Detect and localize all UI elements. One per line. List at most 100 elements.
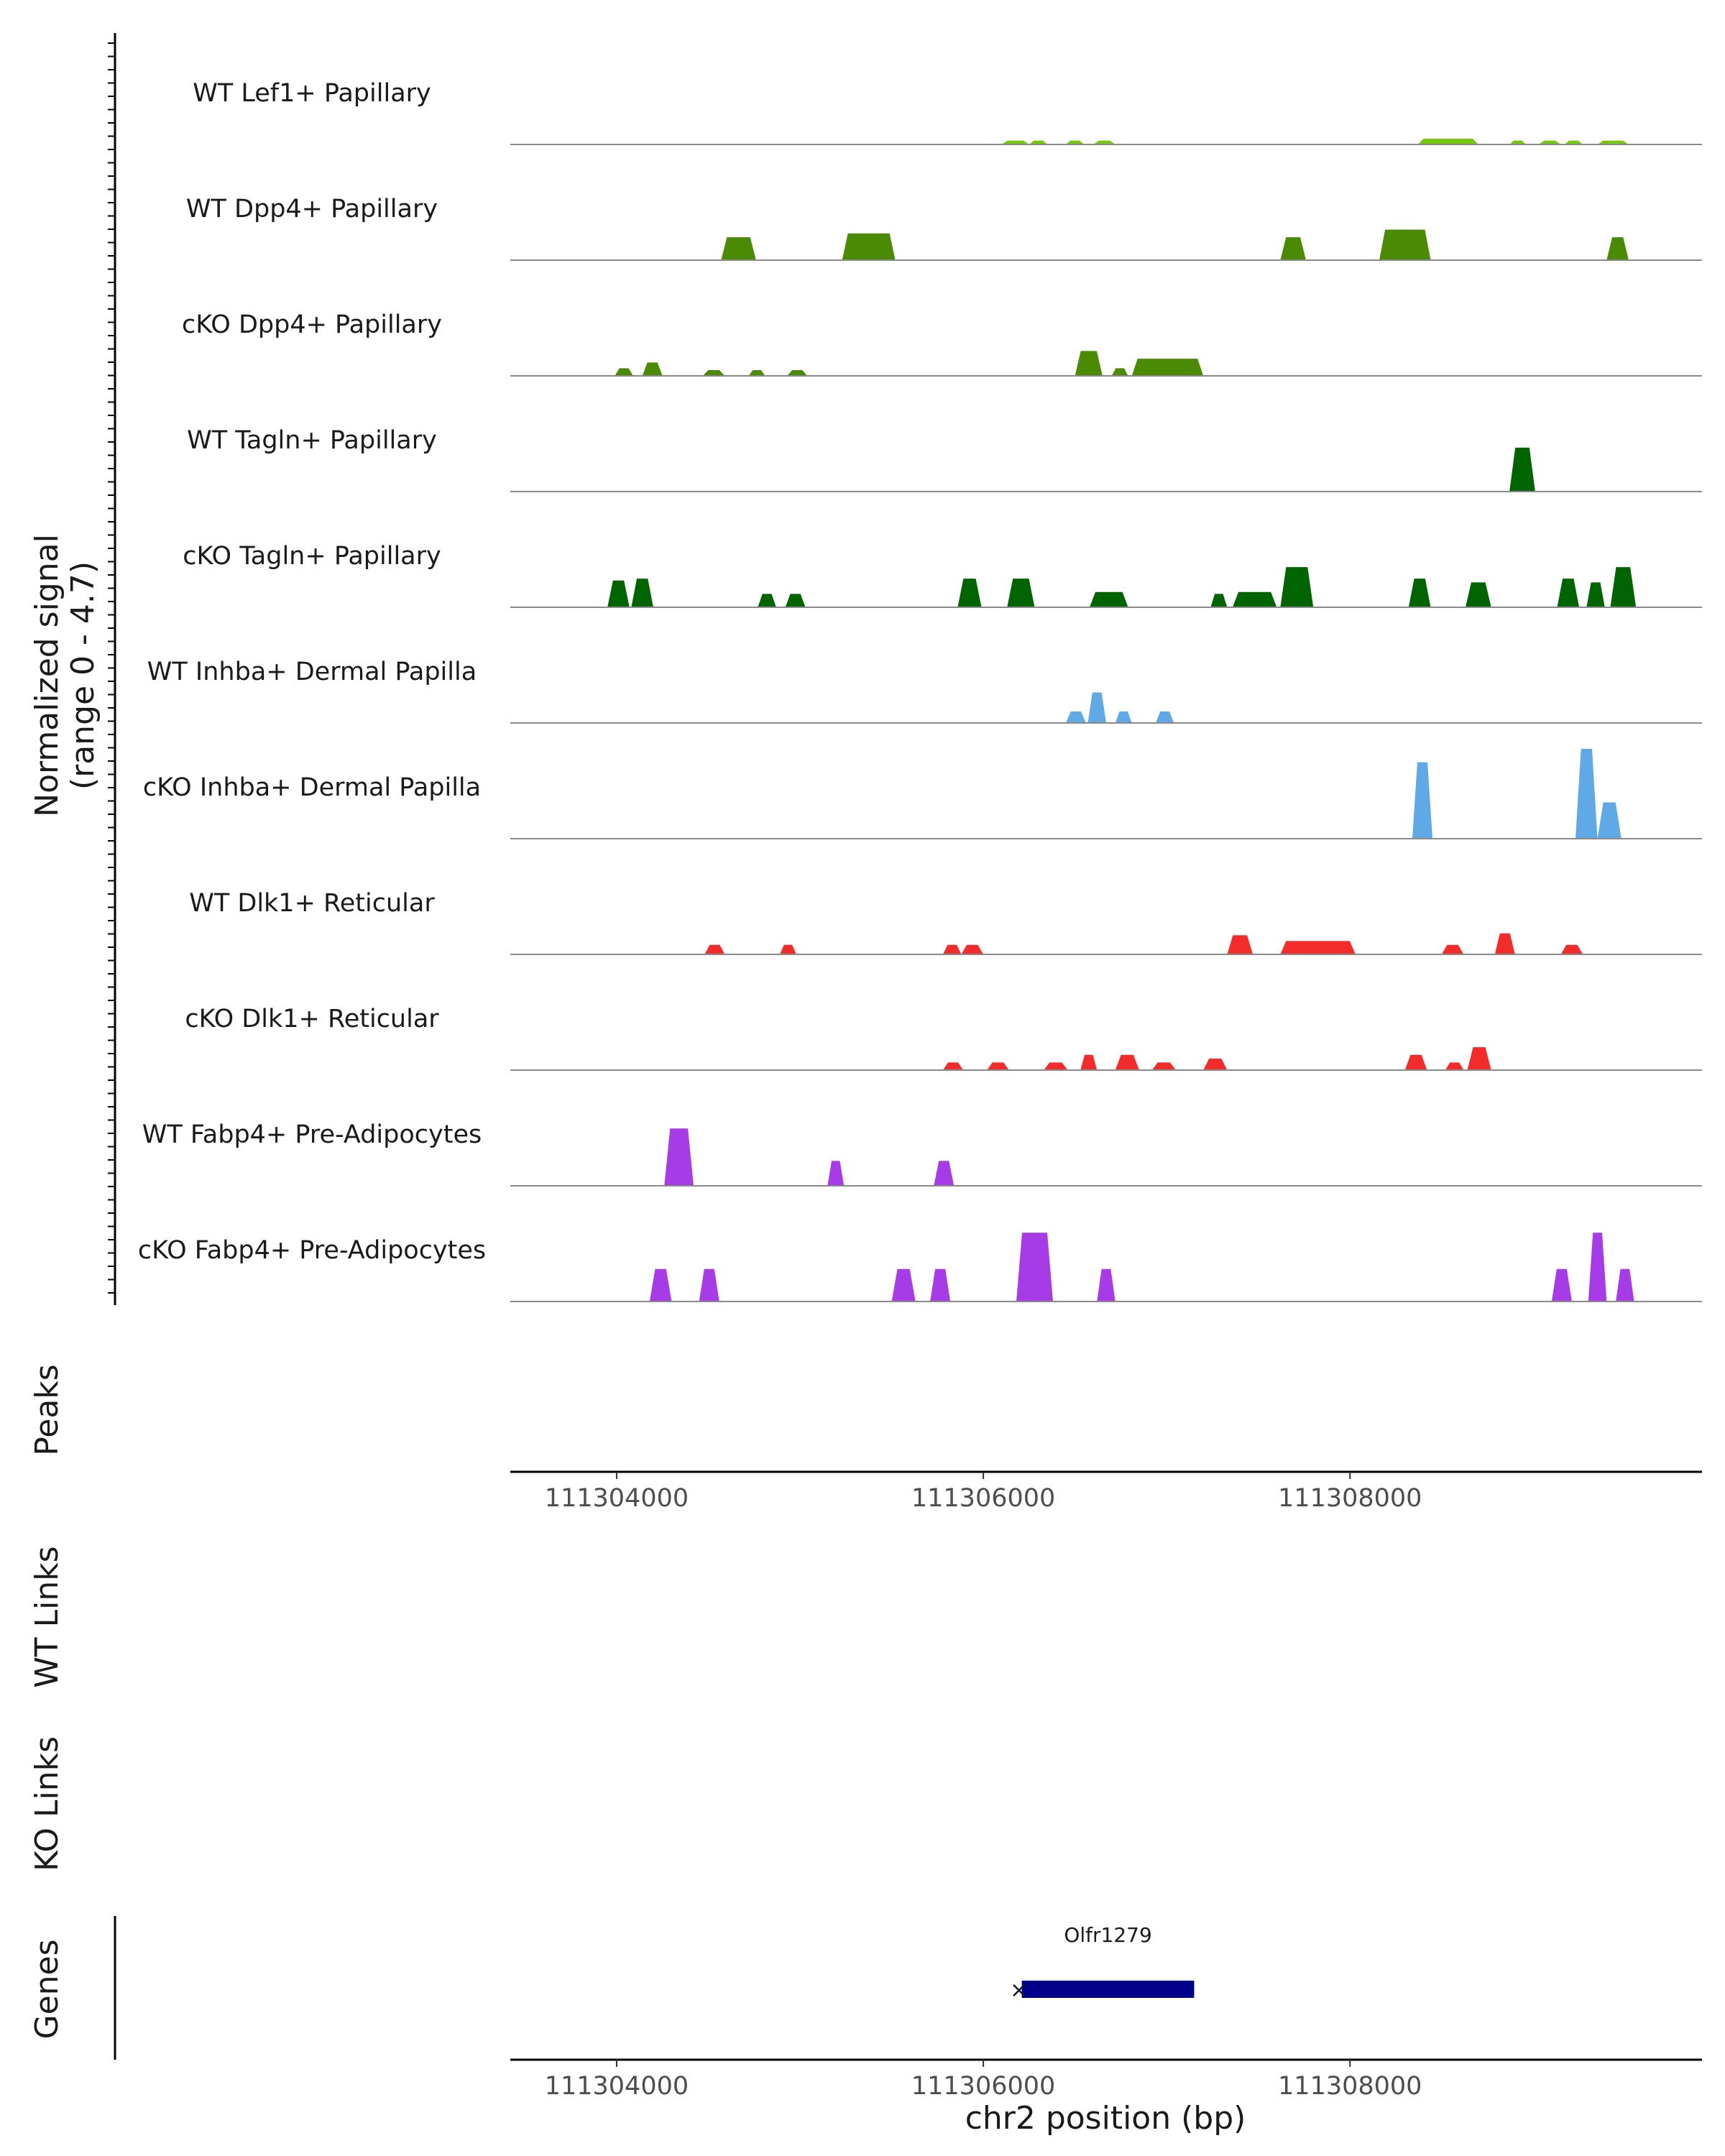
signal-peak: [1280, 941, 1356, 954]
track-label: WT Dpp4+ Papillary: [186, 195, 438, 224]
signal-peak: [607, 580, 630, 607]
signal-peak: [702, 370, 725, 376]
signal-peak: [934, 1161, 954, 1186]
signal-peak: [1560, 944, 1583, 954]
wt-links-panel-title: WT Links: [29, 1546, 65, 1687]
coverage-y-ticks: [108, 42, 115, 1294]
signal-peak: [1465, 582, 1491, 607]
track-10: WT Fabp4+ Pre-Adipocytes: [142, 1120, 1702, 1187]
signal-peak: [1616, 1268, 1634, 1302]
signal-peak: [1467, 1047, 1491, 1070]
signal-peak: [1227, 935, 1254, 954]
track-label: WT Lef1+ Papillary: [193, 79, 431, 108]
signal-peak: [758, 594, 776, 607]
track-6: WT Inhba+ Dermal Papilla: [147, 658, 1702, 724]
signal-peak: [1280, 567, 1314, 607]
track-label: WT Fabp4+ Pre-Adipocytes: [142, 1120, 482, 1149]
signal-peak: [942, 944, 962, 954]
genes-x-axis: 111304000 111306000 111308000: [510, 2058, 1702, 2101]
track-label: WT Dlk1+ Reticular: [189, 889, 435, 918]
signal-peak: [827, 1161, 845, 1186]
x-axis-title: chr2 position (bp): [965, 2100, 1246, 2137]
signal-peak: [1029, 140, 1048, 144]
ko-links-panel-title: KO Links: [29, 1736, 65, 1871]
signal-peak: [785, 594, 806, 607]
track-2: WT Dpp4+ Papillary: [186, 195, 1702, 261]
signal-peak: [699, 1268, 719, 1302]
signal-peak: [1588, 1233, 1607, 1302]
signal-peak: [1090, 591, 1128, 607]
signal-peak: [1509, 447, 1535, 492]
signal-peak: [1007, 579, 1035, 607]
signal-peak: [1379, 229, 1431, 260]
signal-peak: [1151, 1062, 1176, 1070]
signal-peak: [1538, 140, 1561, 144]
signal-peak: [704, 944, 725, 954]
signal-peak: [1097, 1268, 1116, 1302]
signal-peak: [1575, 749, 1598, 839]
signal-peak: [787, 370, 808, 376]
signal-peak: [1233, 591, 1277, 607]
signal-peak: [1551, 1268, 1572, 1302]
coverage-y-axis-range: (range 0 - 4.7): [65, 561, 101, 790]
gene-strand-marker: ×: [1010, 1978, 1028, 2003]
track-label: cKO Dpp4+ Papillary: [182, 310, 442, 339]
signal-peak: [631, 579, 653, 607]
signal-peak: [748, 370, 765, 376]
signal-peak: [842, 233, 896, 260]
signal-peak: [1080, 1054, 1098, 1070]
signal-peak: [1417, 139, 1478, 144]
signal-peak: [1404, 1054, 1427, 1070]
genes-panel-title: Genes: [29, 1939, 65, 2039]
track-label: cKO Tagln+ Papillary: [183, 542, 441, 571]
track-7: cKO Inhba+ Dermal Papilla: [143, 749, 1702, 839]
signal-peak: [1586, 582, 1605, 607]
track-label: WT Inhba+ Dermal Papilla: [147, 658, 477, 686]
signal-peak: [1597, 140, 1629, 144]
signal-peak: [615, 368, 633, 376]
signal-peak: [779, 944, 796, 954]
signal-peak: [1280, 237, 1307, 260]
signal-peak: [1044, 1062, 1068, 1070]
track-9: cKO Dlk1+ Reticular: [185, 1005, 1702, 1071]
signal-peak: [1075, 351, 1103, 376]
signal-peak: [649, 1268, 672, 1302]
gene-models: × Olfr1279: [1010, 1923, 1195, 2003]
signal-peak: [961, 944, 984, 954]
signal-peak: [1441, 944, 1464, 954]
x-tick-label: 111308000: [1278, 2072, 1422, 2101]
signal-peak: [1445, 1062, 1464, 1070]
signal-peak: [930, 1268, 951, 1302]
signal-peak: [1131, 359, 1204, 376]
track-4: WT Tagln+ Papillary: [187, 426, 1702, 492]
signal-peak: [1155, 711, 1174, 723]
track-label: cKO Inhba+ Dermal Papilla: [143, 773, 481, 802]
x-tick-label: 111306000: [911, 1484, 1055, 1513]
signal-peak: [1412, 762, 1433, 839]
signal-peak: [1093, 140, 1116, 144]
x-tick-label: 111306000: [911, 2072, 1055, 2101]
signal-peak: [1494, 933, 1515, 954]
coverage-y-axis-title: Normalized signal: [29, 534, 65, 817]
signal-peak: [1597, 802, 1622, 839]
gene-body: [1021, 1981, 1195, 1998]
peaks-x-axis: 111304000 111306000 111308000: [510, 1470, 1702, 1513]
signal-peak: [1115, 1054, 1139, 1070]
track-label: WT Tagln+ Papillary: [187, 426, 437, 455]
signal-peak: [1564, 140, 1583, 144]
x-tick-label: 111308000: [1278, 1484, 1422, 1513]
signal-peak: [664, 1128, 694, 1186]
signal-peak: [642, 362, 663, 376]
signal-peak: [1001, 140, 1029, 144]
signal-peak: [1557, 579, 1580, 607]
gene-label: Olfr1279: [1064, 1923, 1151, 1947]
signal-peak: [1111, 368, 1128, 376]
signal-peak: [1065, 711, 1086, 723]
track-8: WT Dlk1+ Reticular: [189, 889, 1702, 955]
signal-peak: [1509, 140, 1527, 144]
signal-peak: [1203, 1059, 1228, 1070]
peaks-panel-title: Peaks: [29, 1364, 65, 1455]
signal-peak: [1016, 1233, 1054, 1302]
signal-peak: [987, 1062, 1009, 1070]
